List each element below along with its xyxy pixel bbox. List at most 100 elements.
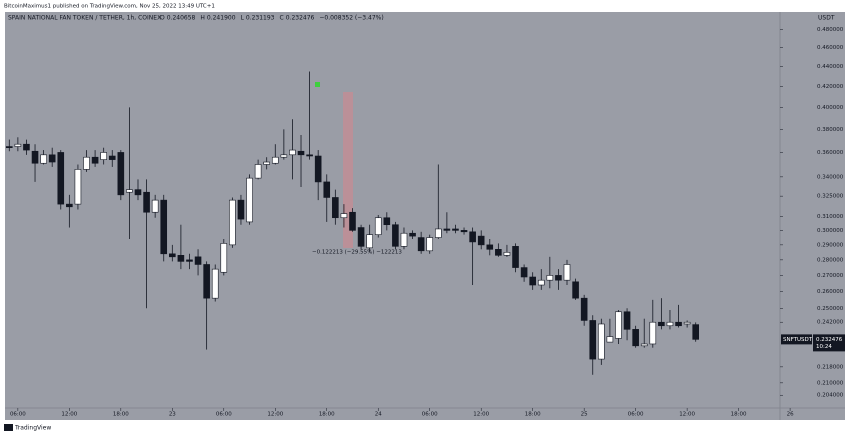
candle-body — [426, 237, 434, 252]
x-tick-label: 23 — [169, 412, 176, 418]
x-tick-label: 12:00 — [473, 412, 489, 418]
brand-logo — [4, 424, 13, 431]
header-key: C — [280, 15, 284, 22]
x-tick-label: 26 — [787, 412, 794, 418]
candles — [5, 71, 700, 375]
candle-body — [254, 164, 262, 179]
candle-body — [31, 150, 39, 164]
candle-body — [220, 243, 228, 273]
candle-body — [289, 149, 296, 156]
candle-body — [495, 249, 502, 256]
symbol-label: SNFTUSDT — [783, 337, 813, 343]
candle-body — [666, 321, 674, 327]
candle-body — [349, 211, 356, 231]
candle-body — [392, 224, 399, 247]
candle-body — [409, 232, 416, 237]
candle-body — [555, 275, 562, 281]
candle-body — [280, 154, 288, 158]
candle-body — [211, 268, 219, 299]
candle-body — [683, 321, 691, 325]
y-tick-label: 0.218000 — [817, 364, 844, 370]
candle-body — [615, 311, 622, 339]
y-tick-label: 0.250000 — [817, 306, 844, 312]
y-tick-label: 0.290000 — [817, 242, 844, 248]
candle-body — [40, 154, 47, 164]
candle-body — [589, 320, 597, 360]
candle-body — [332, 197, 339, 219]
candle-body — [143, 191, 150, 213]
candle-body — [443, 228, 451, 231]
candle-body — [606, 336, 614, 343]
candle-body — [229, 199, 236, 246]
header-key: O — [160, 15, 165, 22]
y-tick-label: 0.400000 — [817, 105, 844, 111]
candle-body — [263, 161, 270, 165]
publisher-line: BitcoinMaximus1 published on TradingView… — [4, 4, 215, 10]
header-key: L — [241, 15, 245, 22]
candle-body — [160, 199, 168, 255]
candle-body — [48, 154, 56, 163]
header-value: 0.232476 — [286, 15, 315, 22]
y-tick-label: 0.420000 — [817, 84, 844, 90]
candle-body — [649, 321, 657, 345]
candle-body — [512, 246, 519, 268]
candle-body — [434, 228, 442, 238]
y-tick-label: 0.210000 — [817, 380, 844, 386]
candle-body — [572, 281, 579, 299]
y-tick-label: 0.270000 — [817, 273, 844, 279]
candle-body — [23, 143, 30, 151]
y-tick-label: 0.360000 — [817, 150, 844, 156]
header-value: −0.008352 (−3.47%) — [319, 15, 383, 22]
candle-body — [563, 264, 571, 281]
candle-body — [66, 203, 73, 208]
candle-body — [623, 311, 631, 330]
y-tick-label: 0.300000 — [817, 228, 844, 234]
x-tick-label: 12:00 — [679, 412, 695, 418]
candle-body — [100, 152, 107, 160]
candle-body — [186, 259, 193, 262]
measure-label: −0.122213 (−29.55%) −122213 — [312, 250, 402, 256]
candle-body — [5, 146, 13, 149]
measure-box — [343, 92, 353, 248]
x-tick-label: 06:00 — [628, 412, 644, 418]
candle-body — [469, 231, 476, 243]
candle-body — [477, 235, 485, 246]
candle-body — [306, 154, 313, 157]
candle-body — [74, 169, 82, 205]
y-tick-label: 0.460000 — [817, 45, 844, 51]
candle-body — [383, 217, 391, 226]
footer-brand: TradingView — [14, 425, 51, 432]
candle-body — [203, 264, 210, 299]
candle-body — [83, 156, 90, 170]
ohlc-header: O 0.240658 H 0.241900 L 0.231193 C 0.232476 −0.0… — [160, 15, 384, 22]
x-tick-label: 25 — [581, 412, 588, 418]
candle-body — [598, 323, 605, 360]
x-tick-label: 12:00 — [61, 412, 77, 418]
candle-body — [537, 279, 545, 286]
y-tick-label: 0.260000 — [817, 289, 844, 295]
candle-body — [374, 217, 382, 235]
header-value: 0.240658 — [167, 15, 196, 22]
countdown: 10:24 — [816, 344, 832, 350]
candle-body — [675, 321, 682, 327]
candle-body — [108, 155, 116, 160]
x-tick-label: 06:00 — [422, 412, 438, 418]
y-tick-label: 0.280000 — [817, 257, 844, 263]
candle-body — [529, 276, 536, 286]
candle-body — [323, 181, 331, 198]
x-tick-label: 12:00 — [267, 412, 283, 418]
chart-background — [5, 12, 845, 420]
y-tick-label: 0.310000 — [817, 214, 844, 220]
candle-body — [246, 177, 253, 223]
axis-unit: USDT — [818, 15, 835, 22]
candle-body — [692, 324, 700, 340]
candle-body — [169, 253, 176, 258]
candle-body — [117, 152, 125, 196]
candle-body — [452, 228, 459, 231]
y-tick-label: 0.242000 — [817, 320, 844, 326]
candle-body — [194, 256, 202, 265]
x-tick-label: 18:00 — [319, 412, 335, 418]
candle-body — [91, 156, 99, 164]
candle-body — [14, 143, 22, 147]
candle-body — [640, 343, 648, 347]
